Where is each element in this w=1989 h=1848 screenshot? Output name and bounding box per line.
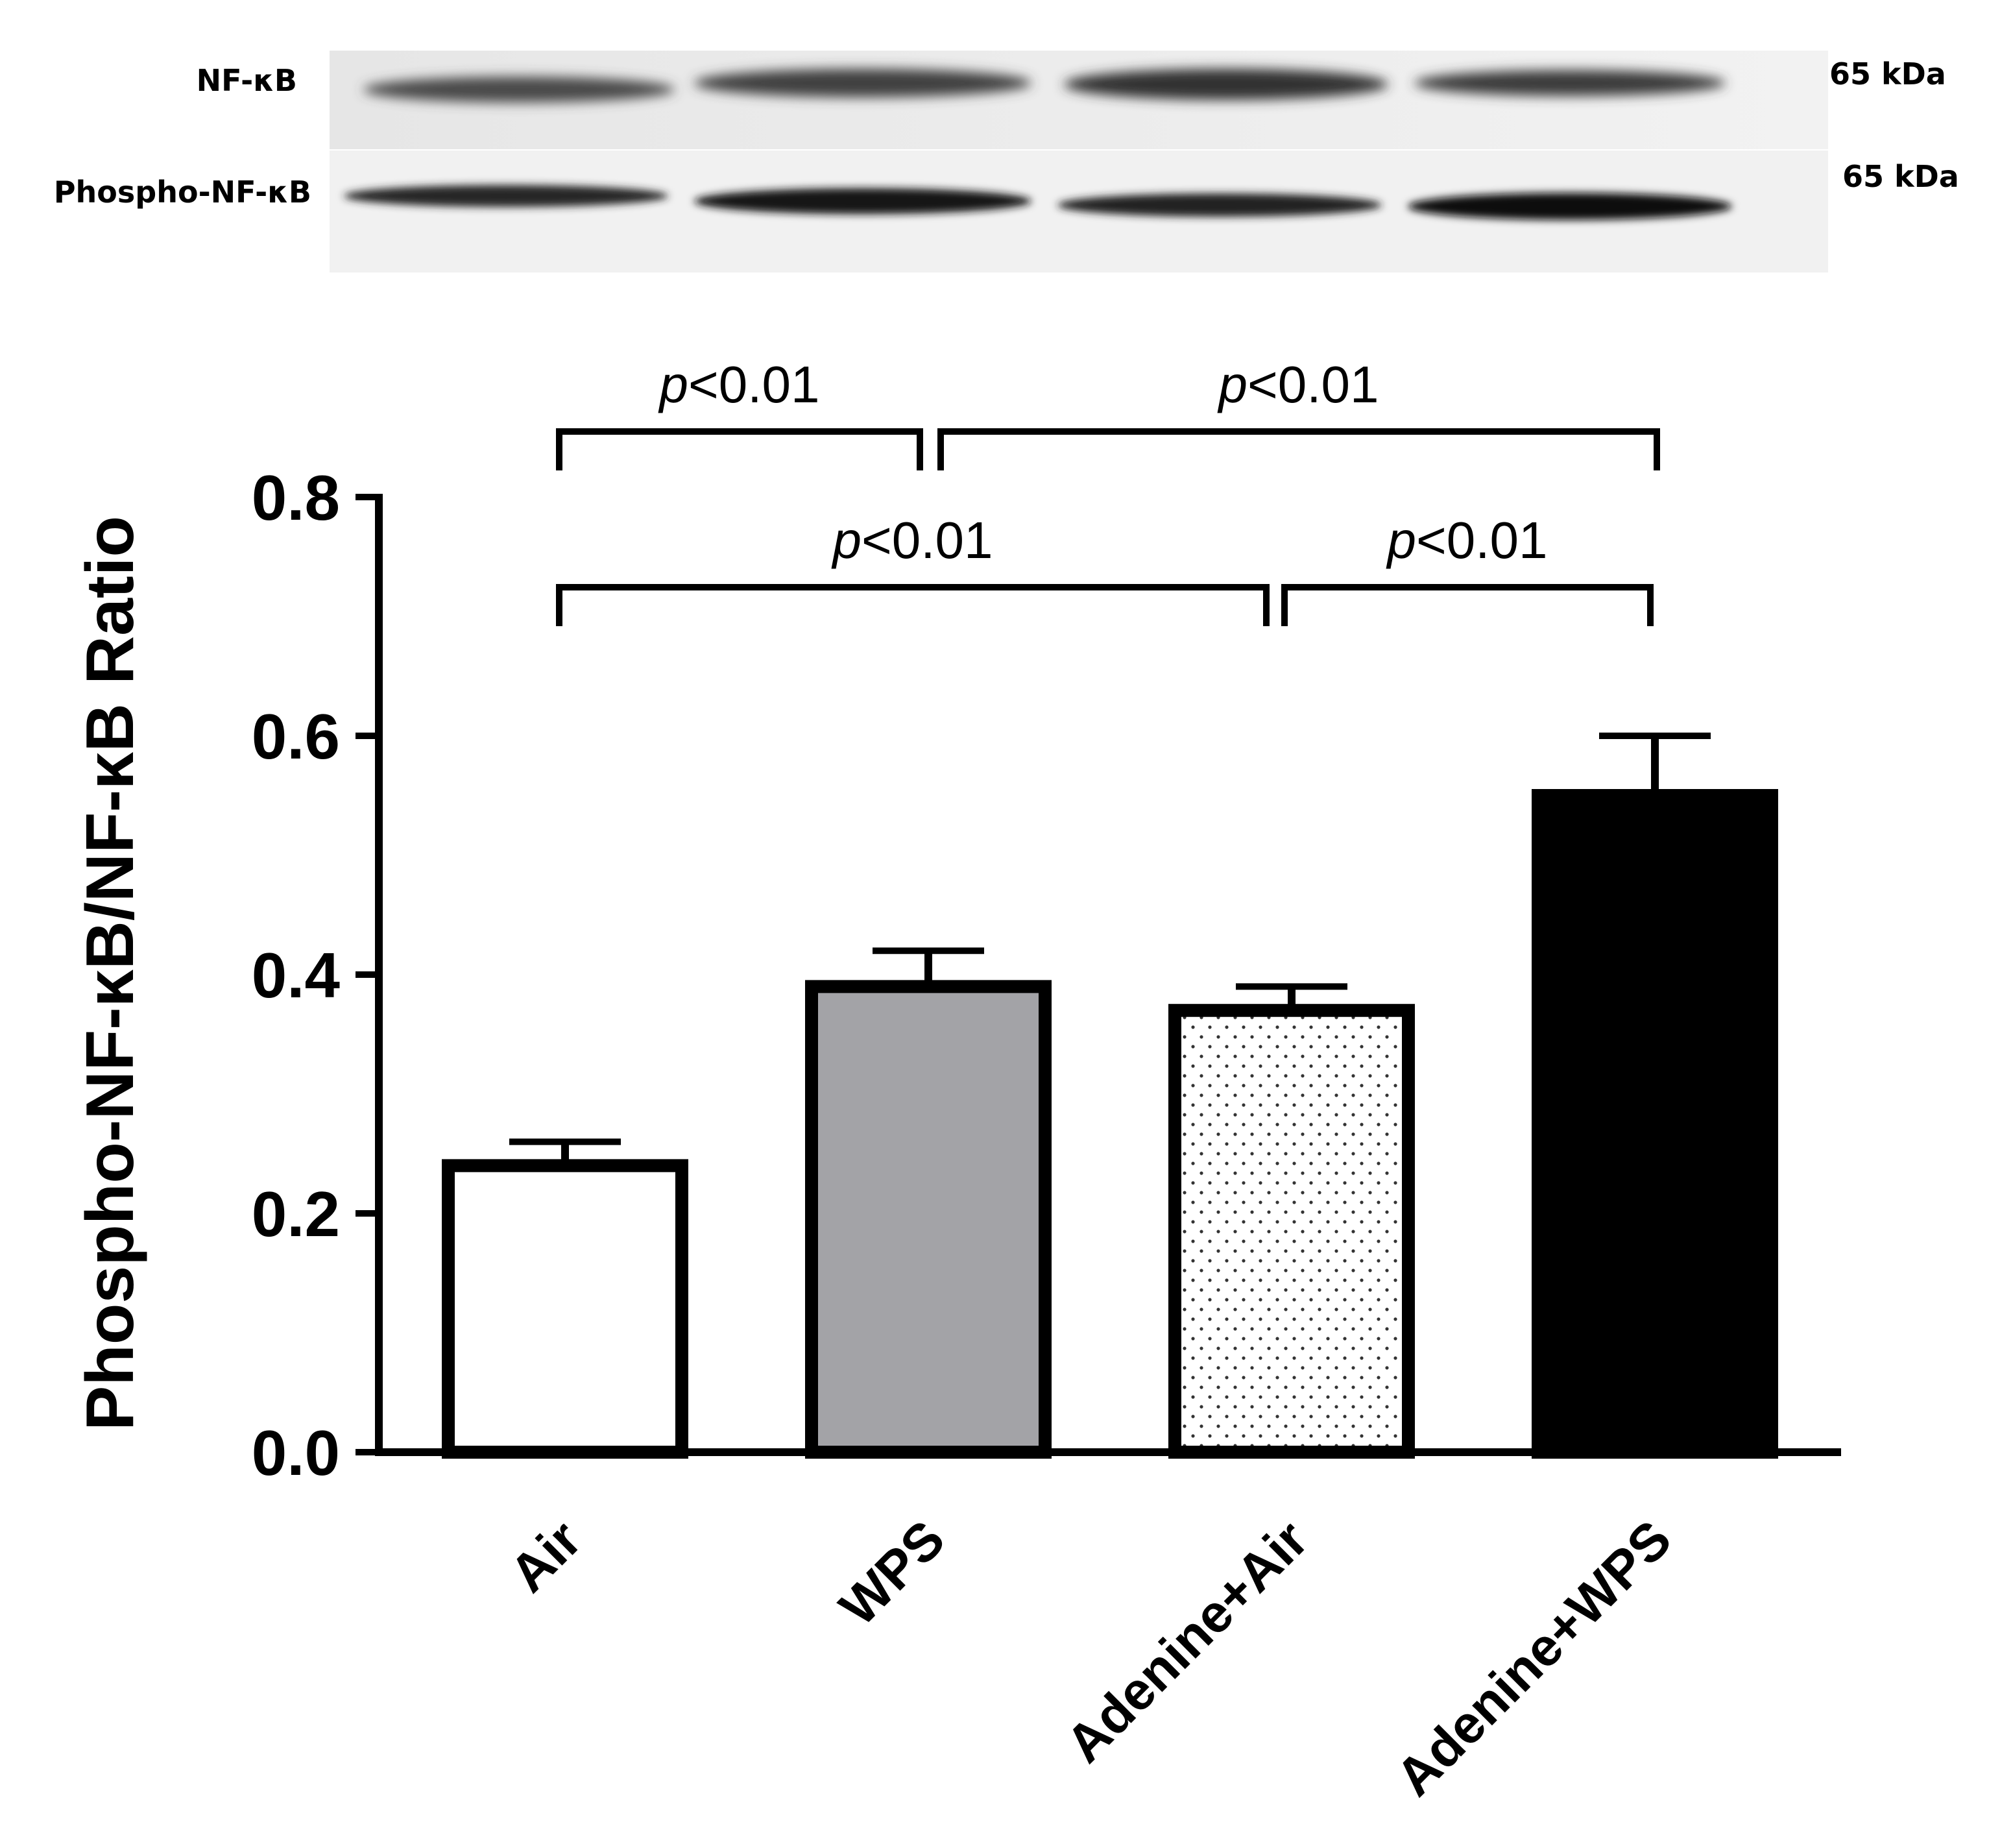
error-bar-wps xyxy=(873,947,984,987)
bar-adenine-air xyxy=(1168,1004,1415,1459)
significance-bracket: p<0.01 xyxy=(1281,511,1654,626)
p-value-label: p<0.01 xyxy=(1386,511,1548,569)
x-tick-label: Adenine+Air xyxy=(1055,1509,1319,1773)
error-bar-adenine-air xyxy=(1236,983,1347,1011)
bar-wps xyxy=(805,980,1052,1459)
significance-bracket: p<0.01 xyxy=(556,511,1270,626)
error-bars xyxy=(509,733,1711,1166)
p-value-label: p<0.01 xyxy=(658,356,820,413)
y-tick-label: 0.4 xyxy=(252,940,340,1011)
bands-nfkb xyxy=(363,69,1726,103)
p-value-label: p<0.01 xyxy=(1218,356,1379,413)
x-tick-label: Adenine+WPS xyxy=(1385,1509,1683,1807)
axes xyxy=(356,494,1841,1456)
western-blot: NF-κB Phospho-NF-κB 65 kDa 65 kDa xyxy=(54,51,1959,273)
y-tick-label: 0.6 xyxy=(252,701,340,772)
blot-label-nfkb: NF-κB xyxy=(197,63,297,98)
p-value-label: p<0.01 xyxy=(832,511,993,569)
blot-size-nfkb: 65 kDa xyxy=(1829,56,1946,91)
y-axis-label: Phospho-NF-κB/NF-κB Ratio xyxy=(73,516,148,1431)
bands-phospho xyxy=(344,185,1732,220)
bar-adenine-wps xyxy=(1532,789,1778,1459)
error-bar-air xyxy=(509,1138,621,1166)
significance-bracket: p<0.01 xyxy=(556,356,923,470)
significance-bracket: p<0.01 xyxy=(937,356,1660,470)
blot-label-phospho: Phospho-NF-κB xyxy=(54,175,311,210)
bar-chart: p<0.01 p<0.01 p<0.01 p<0.01 0.0 0.2 0.4 0.6 0.8… xyxy=(73,356,1841,1807)
x-tick-label: Air xyxy=(499,1509,593,1603)
x-tick-label: WPS xyxy=(828,1509,956,1636)
y-tick-label: 0.2 xyxy=(252,1178,340,1250)
y-tick-label: 0.8 xyxy=(252,462,340,533)
error-bar-adenine-wps xyxy=(1599,733,1711,796)
bars xyxy=(442,789,1778,1459)
significance-brackets: p<0.01 p<0.01 p<0.01 p<0.01 xyxy=(556,356,1660,626)
blot-size-phospho: 65 kDa xyxy=(1842,159,1959,194)
bar-air xyxy=(442,1159,688,1459)
y-tick-label: 0.0 xyxy=(252,1417,340,1489)
